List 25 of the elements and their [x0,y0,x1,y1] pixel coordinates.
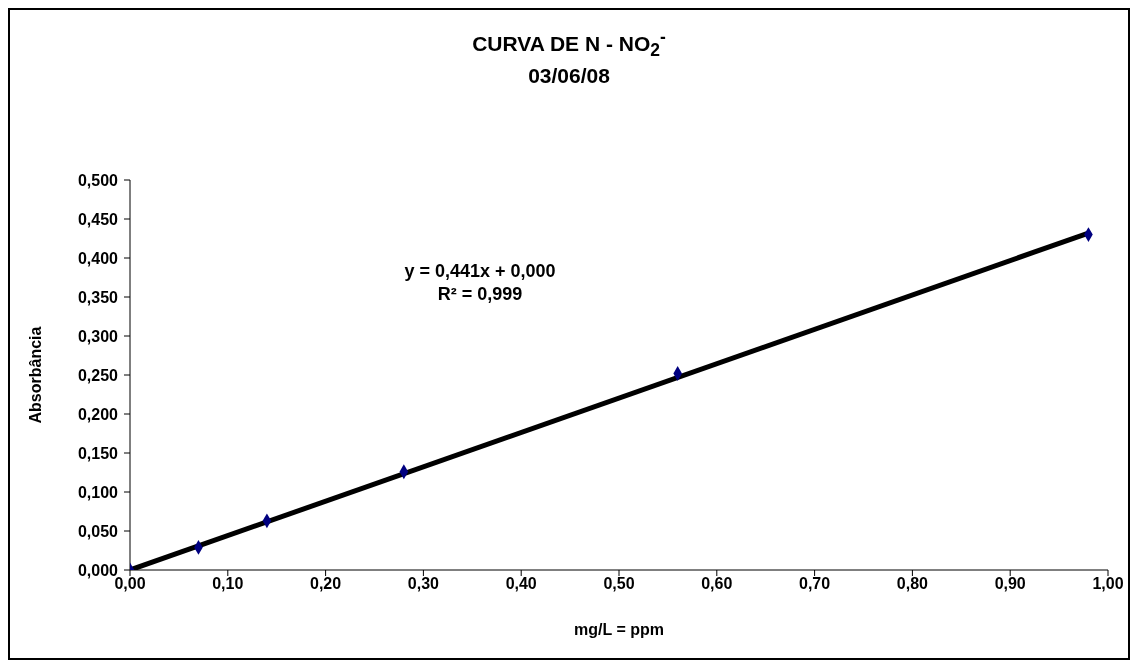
chart-subtitle: 03/06/08 [527,63,611,90]
y-tick-label: 0,450 [77,210,119,228]
y-axis-title: Absorbância [26,326,44,424]
y-tick-label: 0,300 [77,327,119,345]
x-tick-label: 1,00 [1092,575,1124,593]
x-tick-label: 0,30 [407,575,440,593]
y-tick-label: 0,350 [77,288,119,306]
x-tick-label: 0,20 [310,575,342,593]
y-tick-label: 0,250 [77,366,119,384]
x-tick-label: 0,80 [896,575,929,593]
annotation: R² = 0,999 [436,283,524,306]
x-tick-label: 0,10 [212,575,244,593]
x-tick-label: 0,60 [701,575,733,593]
y-tick-label: 0,200 [77,405,119,423]
x-tick-label: 0,40 [505,575,537,593]
y-tick-label: 0,050 [77,522,119,540]
y-tick-label: 0,150 [77,444,119,462]
x-axis-title: mg/L = ppm [574,621,664,638]
x-tick-label: 0,70 [799,575,831,593]
x-tick-label: 0,50 [603,575,635,593]
x-tick-label: 0,90 [994,575,1026,593]
y-tick-label: 0,400 [77,249,119,267]
annotation: y = 0,441x + 0,000 [403,260,557,283]
y-tick-label: 0,100 [77,483,119,501]
y-tick-label: 0,500 [77,171,119,189]
